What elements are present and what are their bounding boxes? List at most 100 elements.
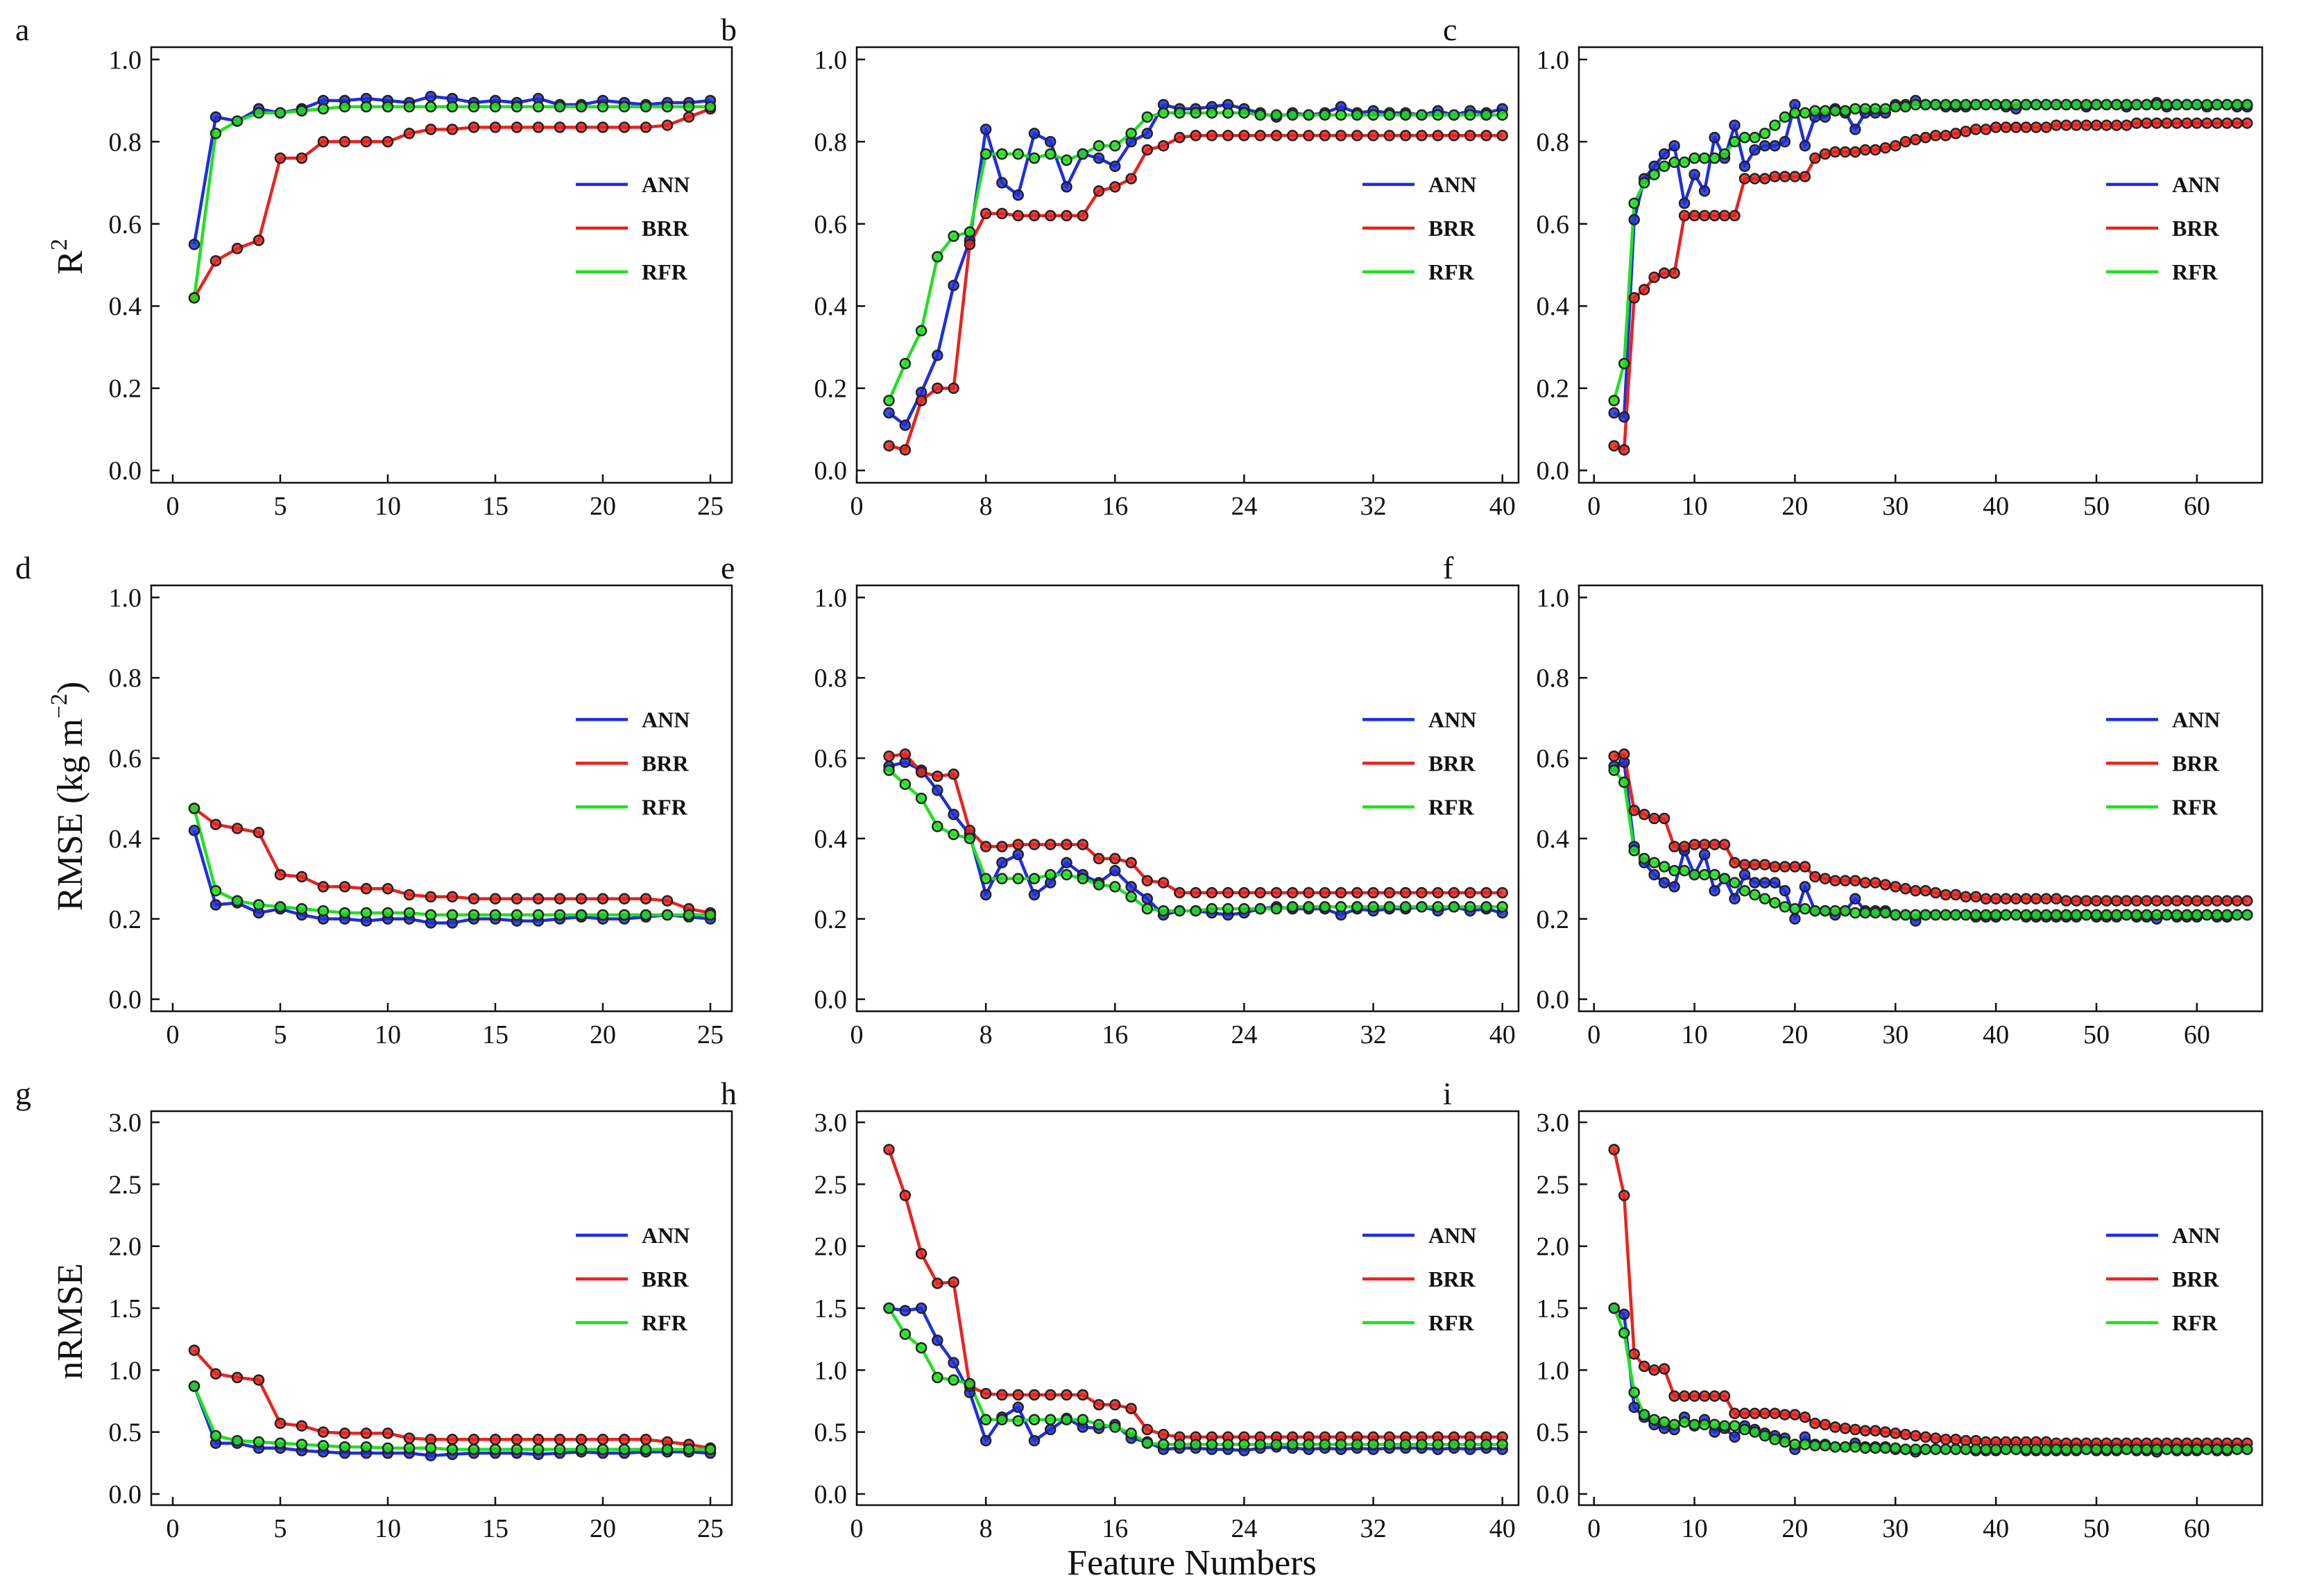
y-tick-label: 0.0 <box>1537 456 1570 486</box>
point-brr <box>2231 895 2243 907</box>
point-brr <box>1920 132 1931 144</box>
legend-label-ann: ANN <box>2172 172 2220 197</box>
point-rfr <box>2211 1443 2223 1455</box>
point-rfr <box>1319 109 1331 121</box>
point-brr <box>980 1387 992 1400</box>
point-brr <box>1303 130 1315 141</box>
point-ann <box>1769 139 1781 152</box>
point-rfr <box>1738 1423 1751 1436</box>
point-rfr <box>2070 98 2083 111</box>
point-rfr <box>1689 152 1700 164</box>
point-rfr <box>1969 1443 1982 1455</box>
y-tick-label: 0.8 <box>814 664 848 693</box>
point-brr <box>980 207 992 220</box>
point-rfr <box>2101 98 2112 111</box>
point-rfr <box>932 250 943 263</box>
point-rfr <box>2070 909 2083 921</box>
point-rfr <box>2070 1443 2083 1455</box>
point-brr <box>1618 444 1630 456</box>
point-ann <box>1799 139 1811 152</box>
point-rfr <box>296 1439 308 1450</box>
point-rfr <box>2040 1443 2052 1455</box>
point-ann <box>1738 160 1751 173</box>
y-tick-label: 1.0 <box>109 46 142 75</box>
point-rfr <box>1738 132 1751 144</box>
series-line-ann <box>1613 1307 2248 1454</box>
point-rfr <box>1044 868 1057 881</box>
point-brr <box>382 883 394 895</box>
point-brr <box>1658 267 1670 280</box>
point-brr <box>1779 861 1791 873</box>
point-rfr <box>2000 1443 2012 1455</box>
point-ann <box>1678 197 1691 209</box>
x-tick-label: 8 <box>980 1020 993 1049</box>
point-brr <box>2201 895 2213 907</box>
point-rfr <box>1698 152 1711 164</box>
point-rfr <box>1028 1414 1041 1426</box>
point-rfr <box>2010 909 2022 921</box>
point-rfr <box>1829 1441 1841 1453</box>
point-rfr <box>1668 865 1680 877</box>
point-rfr <box>883 1302 895 1314</box>
point-brr <box>2201 117 2213 129</box>
point-ann <box>1628 214 1640 226</box>
point-brr <box>1351 130 1363 141</box>
point-rfr <box>1960 98 1972 111</box>
x-tick-label: 10 <box>1682 492 1708 521</box>
point-rfr <box>1980 98 1992 111</box>
x-tick-label: 0 <box>166 492 180 521</box>
point-rfr <box>2020 98 2032 111</box>
point-rfr <box>1940 98 1951 111</box>
point-brr <box>1238 886 1250 899</box>
point-brr <box>1093 1399 1105 1411</box>
point-brr <box>1738 173 1751 185</box>
panel-letter: h <box>721 1076 737 1111</box>
point-rfr <box>1618 357 1630 370</box>
point-rfr <box>2090 98 2103 111</box>
point-rfr <box>2020 1443 2032 1455</box>
point-brr <box>554 1434 566 1445</box>
point-rfr <box>532 909 545 921</box>
x-tick-label: 20 <box>590 1514 616 1543</box>
point-brr <box>1125 857 1137 868</box>
point-brr <box>1890 881 1901 893</box>
point-brr <box>1809 870 1821 883</box>
point-rfr <box>1012 148 1024 160</box>
point-brr <box>1464 886 1476 899</box>
point-brr <box>1638 808 1650 821</box>
legend-label-brr: BRR <box>1428 1267 1476 1292</box>
point-brr <box>932 770 943 782</box>
point-rfr <box>1157 904 1170 917</box>
point-ann <box>1779 136 1791 148</box>
point-brr <box>1464 130 1476 141</box>
point-rfr <box>489 909 502 921</box>
point-rfr <box>2221 909 2233 921</box>
point-rfr <box>1061 1414 1072 1426</box>
panel-letter: d <box>15 550 31 585</box>
point-rfr <box>210 884 222 897</box>
y-tick-label: 0.2 <box>109 905 142 934</box>
point-brr <box>2080 895 2092 907</box>
point-rfr <box>231 895 243 907</box>
y-tick-label: 2.5 <box>814 1170 848 1199</box>
y-tick-label: 0.2 <box>814 905 848 934</box>
point-rfr <box>1779 901 1791 913</box>
point-brr <box>554 121 566 133</box>
point-rfr <box>1689 868 1700 881</box>
point-brr <box>1829 1421 1841 1433</box>
point-brr <box>618 893 631 905</box>
point-brr <box>2161 895 2173 907</box>
point-brr <box>360 1427 373 1439</box>
point-brr <box>1960 891 1972 903</box>
legend-label-rfr: RFR <box>642 794 688 819</box>
point-rfr <box>1448 1439 1460 1450</box>
y-tick-label: 0.6 <box>1537 210 1570 239</box>
point-rfr <box>661 1443 674 1455</box>
point-brr <box>2070 895 2083 907</box>
point-rfr <box>1303 1439 1315 1450</box>
y-tick-label: 0.0 <box>1537 1480 1570 1509</box>
point-rfr <box>2191 98 2203 111</box>
point-rfr <box>2040 98 2052 111</box>
point-brr <box>1940 889 1951 901</box>
point-rfr <box>1254 1439 1266 1450</box>
